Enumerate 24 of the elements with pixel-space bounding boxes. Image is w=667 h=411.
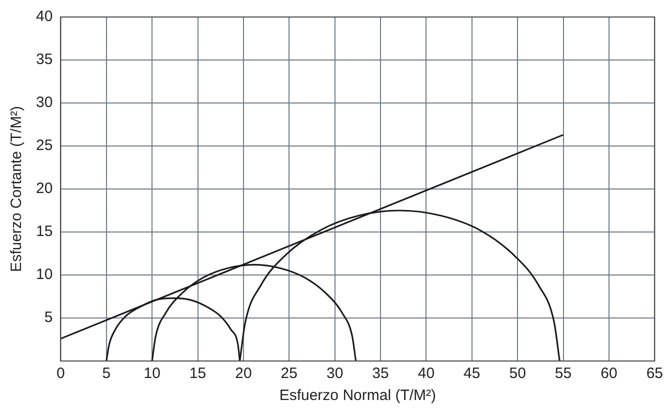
y-tick-label: 20 [36, 180, 53, 198]
x-tick-label: 15 [189, 365, 206, 382]
x-tick-label: 20 [235, 365, 252, 382]
y-tick-label: 15 [36, 223, 53, 240]
y-tick-label: 25 [36, 137, 53, 154]
x-tick-label: 10 [144, 365, 160, 382]
x-tick-label: 45 [464, 365, 480, 382]
x-tick-label: 25 [280, 365, 298, 382]
x-tick-label: 5 [102, 365, 111, 382]
y-tick-label: 40 [36, 8, 53, 26]
y-tick-label: 35 [36, 51, 53, 68]
x-axis-title: Esfuerzo Normal (T/M²) [279, 387, 436, 404]
y-tick-label: 5 [44, 309, 53, 326]
y-axis-title: Esfuerzo Cortante (T/M²) [8, 106, 26, 272]
x-tick-label: 55 [554, 365, 572, 382]
x-tick-label: 35 [372, 365, 389, 382]
x-tick-label: 65 [646, 365, 663, 382]
x-tick-label: 50 [509, 365, 526, 382]
x-tick-label: 30 [326, 365, 344, 382]
x-tick-label: 0 [56, 365, 65, 382]
x-tick-label: 40 [418, 365, 435, 382]
x-tick-label: 60 [600, 365, 618, 382]
y-tick-label: 30 [36, 94, 53, 112]
y-tick-label: 10 [36, 266, 53, 284]
